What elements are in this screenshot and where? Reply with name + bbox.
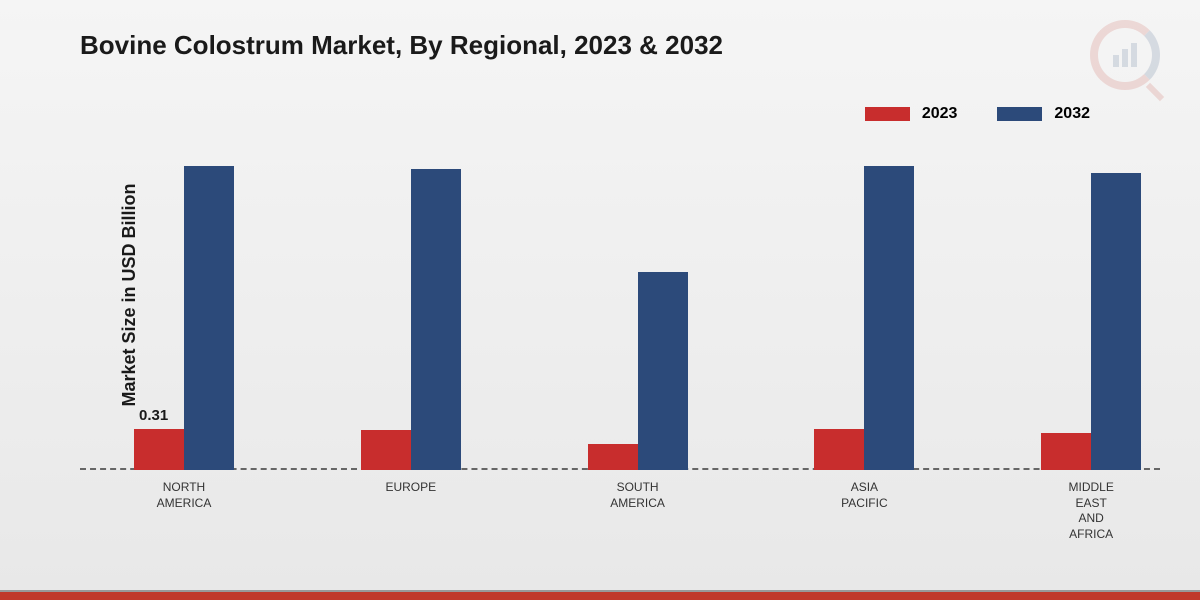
logo-watermark: [1090, 20, 1160, 90]
bar-group: [814, 166, 914, 470]
legend-label-2032: 2032: [1054, 105, 1090, 123]
bar-2023: [134, 429, 184, 470]
bar-group: [361, 169, 461, 470]
bar-2032: [411, 169, 461, 470]
x-axis-labels: NORTH AMERICA EUROPE SOUTH AMERICA ASIA PAC…: [80, 480, 1160, 550]
x-label: MIDDLE EAST AND AFRICA: [1041, 480, 1141, 542]
bar-2023: [814, 429, 864, 470]
bar-2032: [1091, 173, 1141, 470]
plot-area: 0.31: [80, 140, 1160, 470]
legend: 2023 2032: [865, 105, 1090, 123]
value-label: 0.31: [139, 407, 168, 424]
x-label: NORTH AMERICA: [134, 480, 234, 511]
legend-item-2032: 2032: [997, 105, 1090, 123]
footer-bar: [0, 590, 1200, 600]
legend-label-2023: 2023: [922, 105, 958, 123]
chart-container: Bovine Colostrum Market, By Regional, 20…: [0, 0, 1200, 590]
x-label: SOUTH AMERICA: [588, 480, 688, 511]
bar-group: [588, 272, 688, 470]
bar-2032: [184, 166, 234, 470]
x-label: EUROPE: [361, 480, 461, 496]
bar-2023: [588, 444, 638, 470]
legend-swatch-2023: [865, 107, 910, 121]
bar-group: 0.31: [134, 166, 234, 470]
bar-group: [1041, 173, 1141, 470]
x-label: ASIA PACIFIC: [814, 480, 914, 511]
legend-item-2023: 2023: [865, 105, 958, 123]
legend-swatch-2032: [997, 107, 1042, 121]
bar-2023: [1041, 433, 1091, 470]
bar-2032: [638, 272, 688, 470]
page-title: Bovine Colostrum Market, By Regional, 20…: [80, 30, 1160, 61]
bar-2023: [361, 430, 411, 470]
bar-2032: [864, 166, 914, 470]
